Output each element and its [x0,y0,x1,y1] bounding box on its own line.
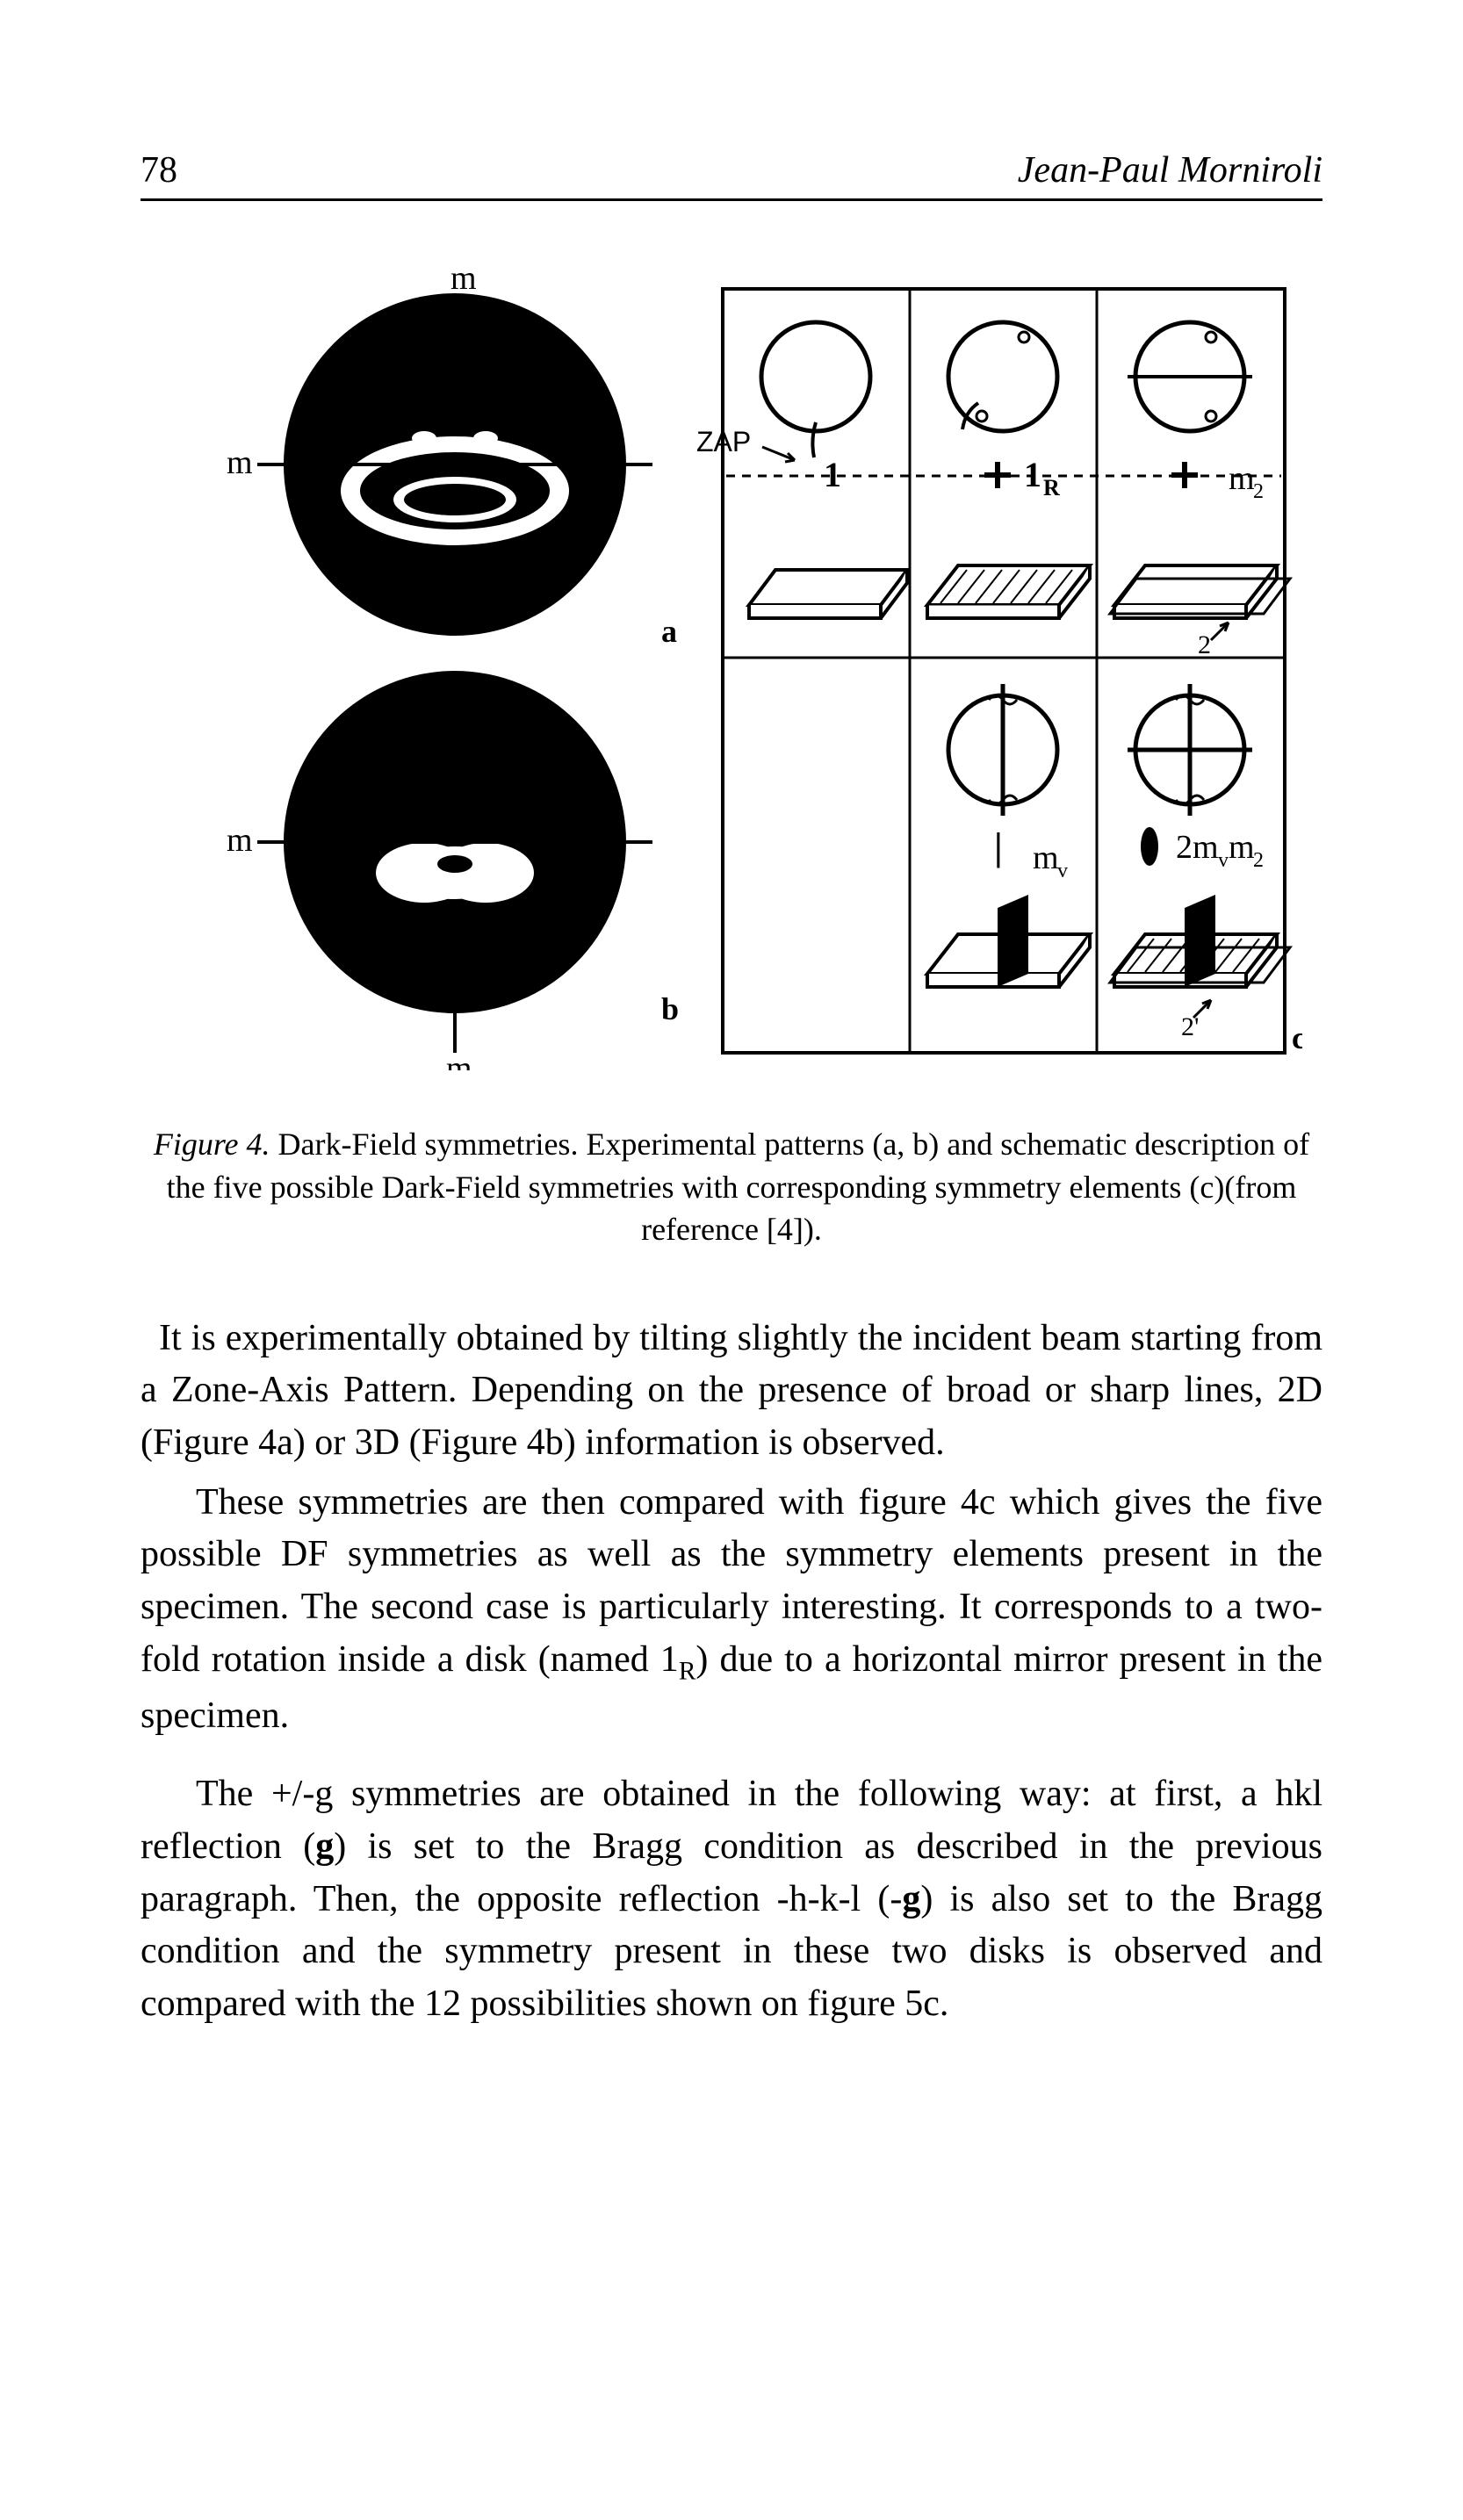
disk-b: m m b [227,671,679,1070]
svg-text:m: m [1033,839,1059,876]
figure-4-caption-label: Figure 4. [154,1127,270,1162]
zap-label: ZAP [696,426,751,457]
figure-4: m m [161,263,1302,1070]
figure-4-svg: m m [161,263,1302,1070]
paragraph-1: It is experimentally obtained by tilting… [141,1313,1322,1470]
cell-1-2: 1 R [927,322,1090,618]
svg-text:v: v [1218,849,1229,872]
cell-1-1: ZAP 1 [696,322,907,618]
svg-text:m: m [1229,460,1255,497]
paragraph-3: The +/-g symmetries are obtained in the … [141,1768,1322,2030]
svg-text:m: m [1229,829,1255,866]
page-number: 78 [141,149,177,191]
disk-a: m a [227,293,677,649]
figure-4-caption: Figure 4. Dark-Field symmetries. Experim… [152,1123,1311,1251]
label-c: c [1292,1020,1302,1055]
cell-1-3: m 2 [1110,322,1290,618]
label-m-left-b: m [227,822,253,859]
figure-4-caption-text: Dark-Field symmetries. Experimental patt… [167,1127,1309,1247]
body-text: It is experimentally obtained by tilting… [141,1313,1322,2031]
cell-2-2: | m v [927,684,1090,987]
paragraph-2-sub: R [679,1657,696,1685]
label-a: a [661,614,677,649]
svg-text:2: 2 [1198,630,1211,659]
svg-text:2m: 2m [1176,829,1219,866]
label-m-top: m [450,263,477,297]
cell-2-3: 2m v m 2 [1110,684,1290,1041]
svg-text:2': 2' [1181,1012,1199,1041]
left-panel: m m [227,263,679,1070]
label-m-left-a: m [227,444,253,481]
label-b: b [661,991,679,1026]
svg-text:v: v [1057,860,1068,882]
svg-text:2: 2 [1253,849,1264,872]
paragraph-3-g2: g [902,1879,920,1919]
page-header: 78 Jean-Paul Morniroli [141,149,1322,191]
paragraph-2: These symmetries are then compared with … [141,1477,1322,1743]
label-m-bottom: m [446,1050,472,1070]
paragraph-3-g1: g [315,1826,334,1867]
author-name: Jean-Paul Morniroli [1018,149,1322,191]
svg-text:|: | [994,825,1003,868]
svg-text:R: R [1043,475,1060,500]
svg-text:2: 2 [1253,480,1264,503]
right-panel: ZAP 1 [696,289,1302,1055]
header-rule [141,198,1322,201]
